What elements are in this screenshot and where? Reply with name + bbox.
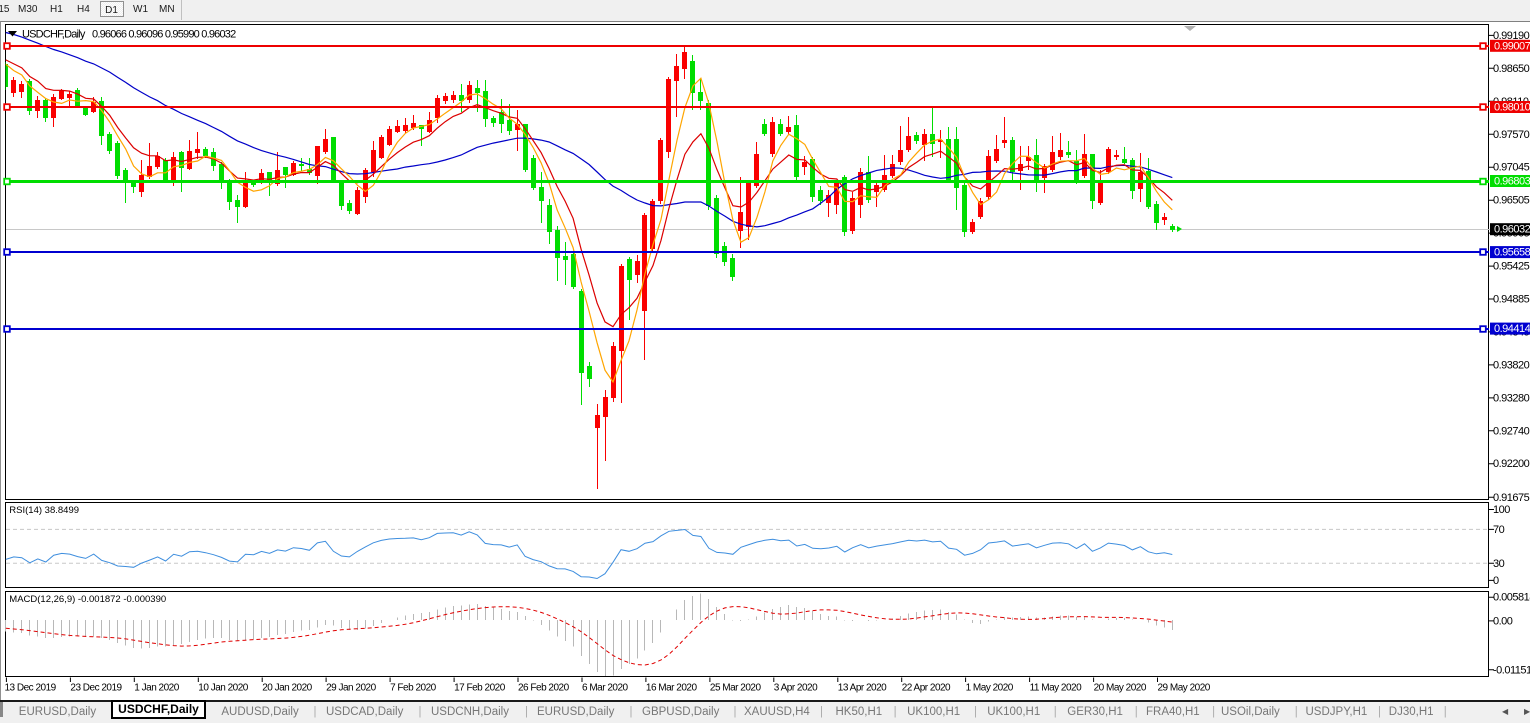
svg-text:20 May 2020: 20 May 2020 bbox=[1094, 683, 1147, 694]
svg-text:0.98010: 0.98010 bbox=[1494, 102, 1530, 114]
svg-text:6 Mar 2020: 6 Mar 2020 bbox=[582, 683, 629, 694]
svg-text:RSI(14) 38.8499: RSI(14) 38.8499 bbox=[9, 505, 79, 516]
svg-text:0.94414: 0.94414 bbox=[1494, 323, 1530, 335]
svg-text:22 Apr 2020: 22 Apr 2020 bbox=[902, 683, 951, 694]
svg-text:29 May 2020: 29 May 2020 bbox=[1158, 683, 1211, 694]
svg-text:11 May 2020: 11 May 2020 bbox=[1030, 683, 1083, 694]
svg-text:0.96066 0.96096 0.95990 0.9603: 0.96066 0.96096 0.95990 0.96032 bbox=[92, 29, 236, 41]
svg-text:30: 30 bbox=[1493, 558, 1505, 570]
svg-text:17 Feb 2020: 17 Feb 2020 bbox=[454, 683, 506, 694]
svg-text:0.92200: 0.92200 bbox=[1493, 458, 1530, 470]
svg-text:0.005818: 0.005818 bbox=[1493, 592, 1530, 604]
svg-text:0.98650: 0.98650 bbox=[1493, 63, 1530, 75]
svg-text:0.95658: 0.95658 bbox=[1494, 247, 1530, 259]
svg-text:13 Dec 2019: 13 Dec 2019 bbox=[5, 683, 57, 694]
svg-text:0.95425: 0.95425 bbox=[1493, 261, 1530, 273]
svg-text:0.99190: 0.99190 bbox=[1493, 30, 1530, 42]
svg-text:100: 100 bbox=[1493, 504, 1510, 516]
svg-text:0.96803: 0.96803 bbox=[1494, 176, 1530, 188]
svg-text:0.00: 0.00 bbox=[1493, 615, 1513, 627]
svg-text:0.96032: 0.96032 bbox=[1494, 224, 1530, 236]
svg-text:16 Mar 2020: 16 Mar 2020 bbox=[646, 683, 698, 694]
svg-text:0.93820: 0.93820 bbox=[1493, 359, 1530, 371]
svg-text:29 Jan 2020: 29 Jan 2020 bbox=[326, 683, 376, 694]
svg-text:13 Apr 2020: 13 Apr 2020 bbox=[838, 683, 887, 694]
svg-text:70: 70 bbox=[1493, 524, 1505, 536]
svg-text:0.96505: 0.96505 bbox=[1493, 195, 1530, 207]
svg-text:0.92740: 0.92740 bbox=[1493, 425, 1530, 437]
svg-text:20 Jan 2020: 20 Jan 2020 bbox=[262, 683, 312, 694]
svg-text:7 Feb 2020: 7 Feb 2020 bbox=[390, 683, 437, 694]
svg-text:0.91675: 0.91675 bbox=[1493, 492, 1530, 504]
svg-text:1 May 2020: 1 May 2020 bbox=[966, 683, 1014, 694]
svg-text:USDCHF,Daily: USDCHF,Daily bbox=[22, 29, 86, 41]
svg-text:MACD(12,26,9) -0.001872 -0.000: MACD(12,26,9) -0.001872 -0.000390 bbox=[9, 594, 166, 605]
svg-text:0.94885: 0.94885 bbox=[1493, 294, 1530, 306]
svg-text:1 Jan 2020: 1 Jan 2020 bbox=[134, 683, 179, 694]
svg-text:0.93280: 0.93280 bbox=[1493, 392, 1530, 404]
svg-text:0: 0 bbox=[1493, 575, 1499, 587]
svg-text:3 Apr 2020: 3 Apr 2020 bbox=[774, 683, 818, 694]
svg-text:23 Dec 2019: 23 Dec 2019 bbox=[70, 683, 122, 694]
svg-text:10 Jan 2020: 10 Jan 2020 bbox=[198, 683, 248, 694]
svg-text:0.97570: 0.97570 bbox=[1493, 129, 1530, 141]
svg-text:26 Feb 2020: 26 Feb 2020 bbox=[518, 683, 570, 694]
svg-text:0.97045: 0.97045 bbox=[1493, 162, 1530, 174]
svg-text:0.99007: 0.99007 bbox=[1494, 40, 1530, 52]
svg-text:25 Mar 2020: 25 Mar 2020 bbox=[710, 683, 762, 694]
svg-text:-0.011514: -0.011514 bbox=[1493, 664, 1530, 676]
